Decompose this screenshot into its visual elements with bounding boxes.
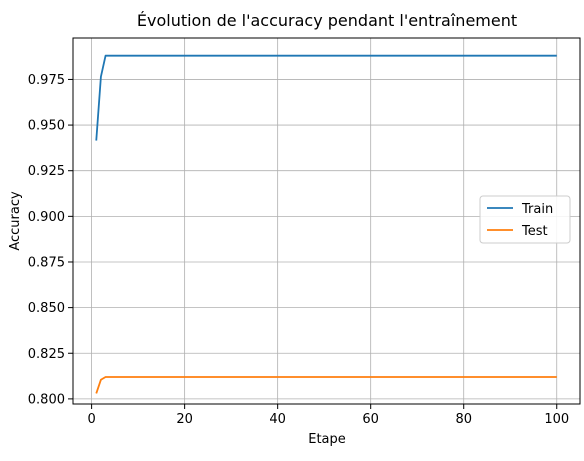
legend-label-train: Train bbox=[521, 202, 553, 217]
data-series bbox=[95, 54, 557, 394]
y-tick-label: 0.975 bbox=[28, 73, 65, 88]
y-tick-label: 0.875 bbox=[28, 255, 65, 270]
x-tick-label: 60 bbox=[362, 412, 379, 427]
y-axis-ticks: 0.800 0.825 0.850 0.875 0.900 0.925 0.950 0.975 bbox=[28, 73, 73, 407]
legend-label-test: Test bbox=[521, 224, 548, 239]
x-axis-label: Etape bbox=[308, 432, 346, 447]
y-tick-label: 0.850 bbox=[28, 301, 65, 316]
y-tick-label: 0.800 bbox=[28, 392, 65, 407]
x-tick-label: 80 bbox=[455, 412, 472, 427]
y-tick-label: 0.950 bbox=[28, 119, 65, 134]
chart-title: Évolution de l'accuracy pendant l'entraî… bbox=[137, 11, 517, 30]
x-tick-label: 40 bbox=[269, 412, 286, 427]
series-line-train bbox=[95, 54, 557, 141]
x-tick-label: 20 bbox=[176, 412, 193, 427]
y-tick-label: 0.925 bbox=[28, 164, 65, 179]
series-line-test bbox=[95, 376, 557, 394]
y-axis-label: Accuracy bbox=[8, 191, 23, 251]
x-tick-label: 0 bbox=[87, 412, 95, 427]
x-axis-ticks: 0 20 40 60 80 100 bbox=[87, 404, 569, 427]
plot-area-frame bbox=[72, 37, 581, 405]
y-tick-label: 0.825 bbox=[28, 347, 65, 362]
x-tick-label: 100 bbox=[544, 412, 569, 427]
y-tick-label: 0.900 bbox=[28, 210, 65, 225]
legend: Train Test bbox=[479, 195, 571, 244]
